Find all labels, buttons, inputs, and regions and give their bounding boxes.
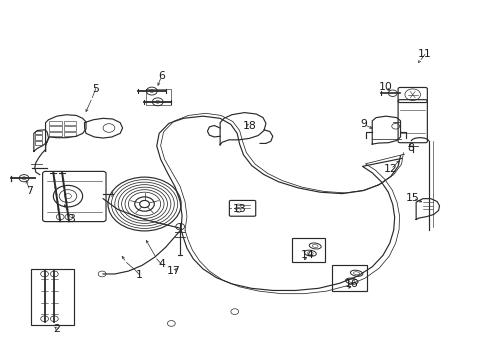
Bar bbox=[331, 265, 366, 291]
Text: 17: 17 bbox=[166, 266, 180, 276]
Text: 3: 3 bbox=[68, 215, 75, 224]
Text: 14: 14 bbox=[301, 250, 314, 260]
Text: 2: 2 bbox=[53, 324, 60, 334]
Text: 4: 4 bbox=[158, 259, 165, 269]
Text: 12: 12 bbox=[383, 164, 397, 174]
Text: 6: 6 bbox=[158, 71, 165, 81]
Bar bbox=[35, 140, 42, 145]
Bar bbox=[49, 126, 61, 131]
Text: 13: 13 bbox=[232, 204, 246, 214]
Bar bbox=[35, 131, 42, 134]
Text: 7: 7 bbox=[26, 186, 33, 196]
Bar bbox=[49, 121, 61, 125]
Bar bbox=[64, 121, 76, 125]
Text: 10: 10 bbox=[378, 82, 392, 92]
Text: 11: 11 bbox=[417, 49, 431, 59]
Text: 1: 1 bbox=[136, 270, 143, 280]
Text: 8: 8 bbox=[406, 143, 413, 153]
Bar bbox=[31, 269, 74, 325]
Bar bbox=[292, 238, 325, 262]
Text: 15: 15 bbox=[405, 193, 419, 203]
Text: 16: 16 bbox=[344, 279, 358, 289]
Bar bbox=[35, 135, 42, 140]
Bar bbox=[64, 126, 76, 131]
Text: 5: 5 bbox=[92, 84, 99, 94]
Text: 18: 18 bbox=[242, 121, 256, 131]
Bar bbox=[49, 132, 61, 136]
Bar bbox=[64, 132, 76, 136]
Text: 9: 9 bbox=[360, 120, 366, 129]
